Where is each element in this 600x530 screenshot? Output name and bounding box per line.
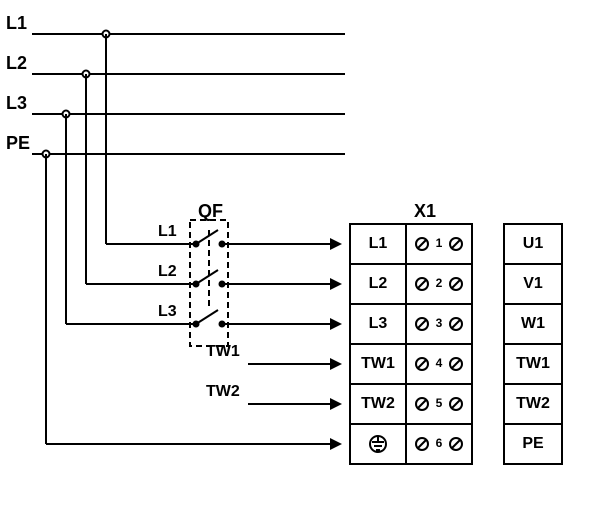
supply-label-L2: L2 [6, 53, 27, 73]
x1-num-4: 5 [436, 396, 443, 410]
supply-label-L3: L3 [6, 93, 27, 113]
qf-in-label-L1: L1 [158, 223, 177, 240]
x1-num-5: 6 [436, 436, 443, 450]
wire-label-TW2: TW2 [206, 383, 240, 400]
qf-in-label-L3: L3 [158, 303, 177, 320]
motor-term-TW2: TW2 [516, 395, 550, 412]
x1-header: X1 [414, 201, 436, 221]
motor-term-U1: U1 [523, 235, 544, 252]
qf-label: QF [198, 201, 223, 221]
x1-label-3: TW1 [361, 355, 395, 372]
motor-term-V1: V1 [523, 275, 543, 292]
supply-label-PE: PE [6, 133, 30, 153]
x1-label-4: TW2 [361, 395, 395, 412]
x1-label-0: L1 [369, 235, 388, 252]
motor-term-TW1: TW1 [516, 355, 550, 372]
x1-num-2: 3 [436, 316, 443, 330]
x1-num-0: 1 [436, 236, 443, 250]
x1-label-1: L2 [369, 275, 388, 292]
motor-term-PE: PE [522, 435, 544, 452]
x1-label-2: L3 [369, 315, 388, 332]
x1-num-1: 2 [436, 276, 443, 290]
motor-term-W1: W1 [521, 315, 545, 332]
wire-label-TW1: TW1 [206, 343, 240, 360]
qf-in-label-L2: L2 [158, 263, 177, 280]
x1-num-3: 4 [436, 356, 443, 370]
supply-label-L1: L1 [6, 13, 27, 33]
